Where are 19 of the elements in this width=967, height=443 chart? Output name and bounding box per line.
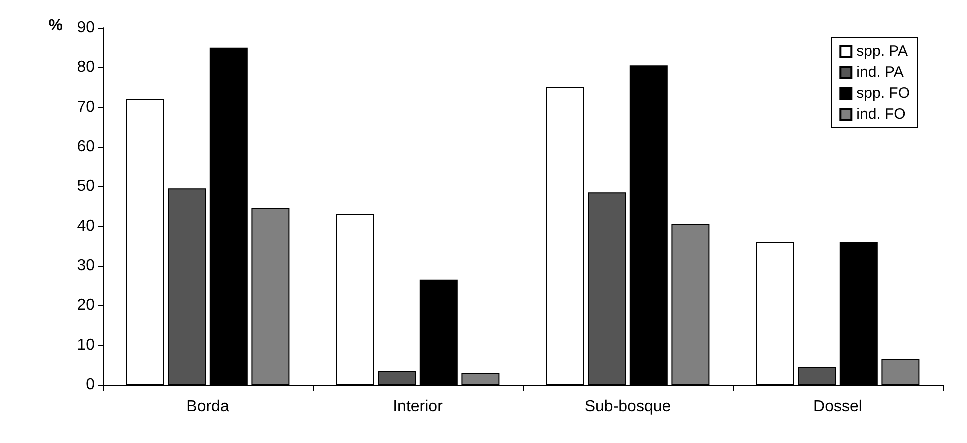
y-tick-label: 60 [77, 138, 96, 156]
legend-label: spp. FO [856, 85, 910, 102]
y-tick-label: 80 [77, 59, 96, 76]
y-axis-title: % [48, 18, 63, 34]
y-tick-label: 50 [77, 178, 96, 196]
y-tick-label: 10 [77, 336, 96, 354]
x-tick-label: Sub-bosque [584, 398, 672, 416]
x-tick-label: Borda [186, 398, 230, 416]
y-tick-label: 70 [77, 98, 96, 116]
y-tick-label: 20 [77, 297, 96, 314]
y-tick-label: 30 [77, 258, 96, 274]
legend-label: ind. FO [856, 106, 906, 123]
legend-label: spp. PA [856, 43, 908, 60]
x-tick-label: Dossel [814, 398, 862, 416]
y-tick-label: 40 [77, 218, 96, 235]
y-tick-label: 0 [86, 376, 96, 394]
legend-label: ind. PA [856, 64, 904, 81]
x-tick-label: Interior [393, 398, 444, 416]
y-tick-label: 90 [77, 20, 96, 36]
